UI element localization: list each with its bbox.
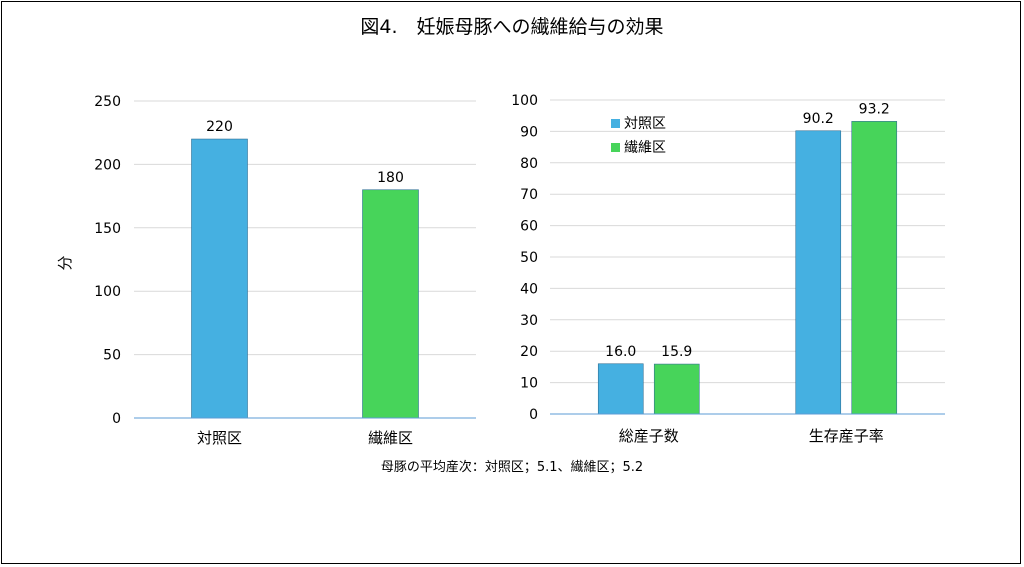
right-y-tick-label: 30 <box>520 313 538 329</box>
left-y-tick-label: 200 <box>94 157 121 173</box>
right-bar-data-label: 16.0 <box>605 344 636 360</box>
left-y-axis-label: 分 <box>56 255 74 270</box>
left-x-category-label: 繊維区 <box>368 429 413 447</box>
right-bar-data-label: 90.2 <box>803 111 834 127</box>
right-y-tick-label: 0 <box>529 407 538 423</box>
legend-swatch-control <box>611 119 620 128</box>
right-y-tick-label: 80 <box>520 156 538 172</box>
chart-footnote: 母豚の平均産次：対照区；5.1、繊維区；5.2 <box>380 460 644 475</box>
right-bar-data-label: 15.9 <box>661 344 692 360</box>
right-bar-control <box>795 130 842 415</box>
chart-title: 図4. 妊娠母豚への繊維給与の効果 <box>360 16 664 38</box>
left-y-tick-label: 0 <box>112 411 121 427</box>
left-bar-data-label: 180 <box>377 170 404 186</box>
left-y-tick-label: 50 <box>103 348 121 364</box>
right-y-tick-label: 10 <box>520 376 538 392</box>
right-y-tick-label: 40 <box>520 281 538 297</box>
left-y-tick-label: 150 <box>94 221 121 237</box>
right-y-tick-label: 60 <box>520 219 538 235</box>
right-y-tick-label: 20 <box>520 344 538 360</box>
left-x-category-label: 対照区 <box>197 429 242 447</box>
legend-label: 繊維区 <box>624 140 666 156</box>
left-y-tick-label: 100 <box>94 284 121 300</box>
legend-label: 対照区 <box>624 116 666 132</box>
right-bar-fiber <box>653 363 700 415</box>
right-bar-data-label: 93.2 <box>859 101 890 117</box>
right-bar-fiber <box>851 121 898 415</box>
right-y-tick-label: 100 <box>511 93 538 109</box>
left-bar-data-label: 220 <box>206 119 233 135</box>
right-y-tick-label: 50 <box>520 250 538 266</box>
legend-swatch-fiber <box>611 143 620 152</box>
right-x-category-label: 総産子数 <box>619 427 679 445</box>
left-bar-fiber <box>362 189 419 419</box>
right-y-tick-label: 90 <box>520 124 538 140</box>
right-bar-control <box>597 363 644 415</box>
right-y-tick-label: 70 <box>520 187 538 203</box>
left-y-tick-label: 250 <box>94 94 121 110</box>
left-bar-control <box>191 138 248 419</box>
right-x-category-label: 生存産子率 <box>809 427 884 445</box>
